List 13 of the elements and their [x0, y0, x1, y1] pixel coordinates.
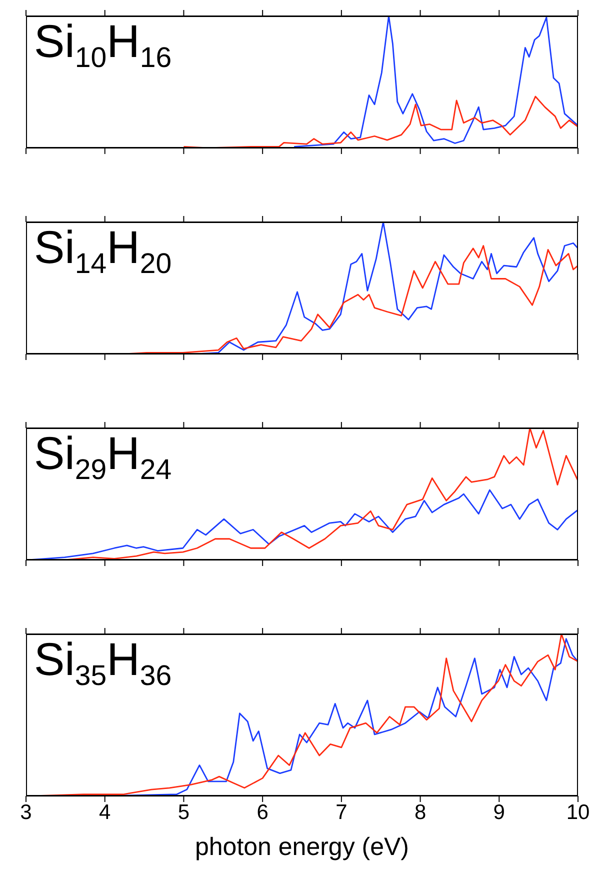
x-tick-label: 8 [414, 800, 426, 824]
x-tick-label: 7 [336, 800, 348, 824]
chart-title: Si$_{10}$H$_{16}$ [34, 15, 172, 74]
chart-title: Si$_{35}$H$_{36}$ [34, 633, 172, 692]
chart-title: Si$_{14}$H$_{20}$ [34, 221, 172, 280]
x-axis-title: photon energy (eV) [194, 832, 410, 862]
x-tick-label: 6 [256, 800, 268, 824]
x-tick-label: 5 [178, 800, 190, 824]
chart-title: Si$_{29}$H$_{24}$ [34, 427, 172, 486]
x-tick-label: 3 [20, 800, 32, 824]
x-tick-label: 10 [566, 800, 590, 824]
x-tick-label: 9 [493, 800, 505, 824]
x-tick-label: 4 [99, 800, 112, 824]
